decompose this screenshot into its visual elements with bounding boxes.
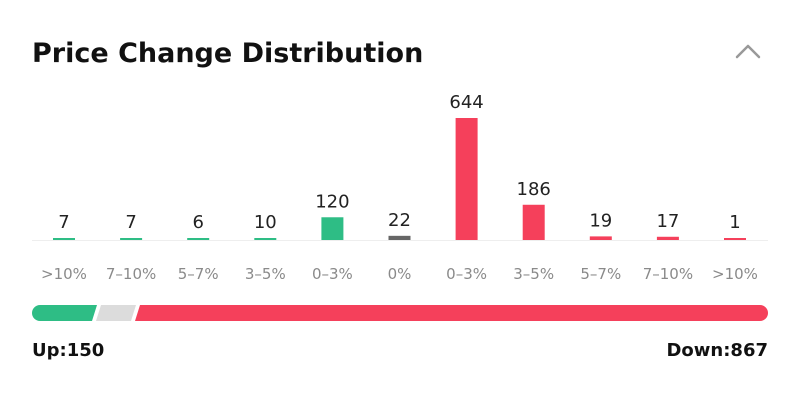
value-label: 10 <box>254 212 277 233</box>
value-label: 120 <box>315 191 349 212</box>
value-label: 19 <box>589 210 612 231</box>
up-count: Up:150 <box>32 340 104 361</box>
bar <box>187 238 210 240</box>
x-tick-label: 5–7% <box>178 265 219 283</box>
bar <box>120 238 143 240</box>
x-tick-label: >10% <box>712 265 758 283</box>
ratio-bar <box>32 305 768 321</box>
x-tick-label: 3–5% <box>513 265 554 283</box>
flat-segment <box>96 305 136 321</box>
x-tick-label: 7–10% <box>643 265 693 283</box>
bar <box>656 236 679 240</box>
bar <box>53 238 75 240</box>
value-label: 22 <box>388 210 411 231</box>
bar <box>589 236 612 240</box>
up-segment <box>32 305 97 321</box>
chart-title: Price Change Distribution <box>32 38 423 69</box>
bar <box>321 217 344 240</box>
value-label: 7 <box>125 212 136 233</box>
value-label: 186 <box>517 179 551 200</box>
value-label: 644 <box>449 92 483 113</box>
x-tick-label: 0–3% <box>446 265 487 283</box>
bar <box>522 204 545 240</box>
bar <box>455 118 478 240</box>
bar <box>254 238 277 240</box>
bar <box>388 235 411 240</box>
down-count: Down:867 <box>666 340 768 361</box>
x-tick-label: >10% <box>41 265 87 283</box>
x-tick-label: 0–3% <box>312 265 353 283</box>
down-segment <box>135 305 768 321</box>
value-label: 1 <box>729 212 740 233</box>
x-tick-label: 3–5% <box>245 265 286 283</box>
x-tick-label: 5–7% <box>580 265 621 283</box>
collapse-button[interactable] <box>735 44 761 59</box>
value-label: 6 <box>192 212 203 233</box>
value-label: 17 <box>656 211 679 232</box>
value-label: 7 <box>58 212 69 233</box>
x-tick-label: 0% <box>388 265 412 283</box>
bar <box>724 238 746 240</box>
x-tick-label: 7–10% <box>106 265 156 283</box>
